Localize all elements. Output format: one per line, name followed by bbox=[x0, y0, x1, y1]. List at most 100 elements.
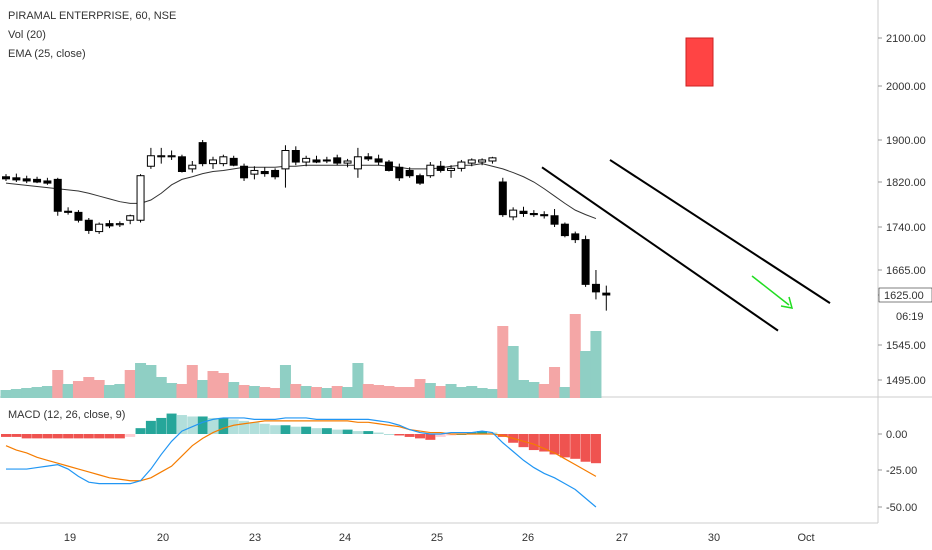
candle[interactable] bbox=[281, 150, 290, 170]
candle[interactable] bbox=[519, 210, 528, 214]
candle[interactable] bbox=[591, 283, 600, 293]
volume-bar bbox=[580, 351, 592, 398]
candle[interactable] bbox=[364, 156, 373, 160]
candle[interactable] bbox=[12, 177, 21, 181]
price-tick-label: 1820.00 bbox=[886, 177, 926, 189]
candle[interactable] bbox=[405, 169, 414, 177]
candle[interactable] bbox=[560, 223, 569, 237]
volume-bar bbox=[41, 386, 53, 398]
candle[interactable] bbox=[426, 164, 435, 177]
volume-bar bbox=[549, 367, 561, 398]
candle[interactable] bbox=[488, 157, 497, 162]
candle[interactable] bbox=[498, 181, 507, 216]
macd-histogram-bar bbox=[321, 428, 332, 434]
last-price-badge: 1625.00 bbox=[878, 287, 932, 303]
candle[interactable] bbox=[529, 213, 538, 216]
candle[interactable] bbox=[53, 178, 62, 212]
candle[interactable] bbox=[312, 159, 321, 163]
volume-bar bbox=[135, 363, 147, 398]
candle[interactable] bbox=[457, 161, 466, 169]
candle[interactable] bbox=[271, 169, 280, 178]
candle[interactable] bbox=[43, 180, 52, 184]
volume-bar bbox=[507, 346, 519, 398]
candle[interactable] bbox=[416, 175, 424, 184]
candle[interactable] bbox=[240, 165, 249, 179]
price-tick-label: 2100.00 bbox=[886, 33, 926, 45]
candle[interactable] bbox=[84, 219, 93, 231]
volume-bar bbox=[83, 377, 95, 398]
candle[interactable] bbox=[115, 223, 124, 226]
volume-bar bbox=[373, 385, 385, 398]
candle[interactable] bbox=[229, 157, 238, 166]
macd-histogram-bar bbox=[156, 417, 167, 434]
candle[interactable] bbox=[291, 150, 300, 163]
channel-upper-line[interactable] bbox=[609, 159, 831, 304]
macd-histogram-bar bbox=[32, 434, 43, 439]
candle[interactable] bbox=[509, 209, 518, 218]
candle[interactable] bbox=[188, 164, 197, 170]
candle[interactable] bbox=[353, 156, 362, 170]
macd-histogram-bar bbox=[301, 426, 312, 434]
candle[interactable] bbox=[74, 211, 83, 221]
macd-histogram-bar bbox=[270, 425, 281, 434]
candle[interactable] bbox=[467, 159, 476, 164]
candle[interactable] bbox=[209, 159, 217, 165]
annotation-layer[interactable] bbox=[541, 37, 831, 332]
candle[interactable] bbox=[105, 223, 114, 227]
candle[interactable] bbox=[95, 223, 104, 233]
macd-histogram-bar bbox=[539, 434, 550, 452]
candle[interactable] bbox=[126, 215, 135, 221]
macd-histogram-bar bbox=[332, 429, 343, 434]
macd-tick-label: -25.00 bbox=[886, 465, 917, 477]
down-arrow-annotation[interactable] bbox=[751, 275, 790, 306]
signal-line bbox=[5, 420, 597, 482]
candle[interactable] bbox=[198, 142, 207, 165]
candle[interactable] bbox=[33, 178, 42, 183]
candle[interactable] bbox=[64, 210, 73, 213]
candle[interactable] bbox=[571, 233, 580, 241]
red-box-annotation[interactable] bbox=[685, 37, 714, 87]
candle[interactable] bbox=[447, 167, 456, 171]
candle[interactable] bbox=[333, 157, 342, 164]
candle[interactable] bbox=[2, 176, 10, 180]
candle[interactable] bbox=[136, 175, 145, 221]
candle[interactable] bbox=[250, 169, 259, 175]
chart-title: PIRAMAL ENTERPRISE, 60, NSE bbox=[8, 10, 177, 22]
macd-histogram-bar bbox=[228, 419, 239, 434]
volume-bar bbox=[466, 386, 478, 398]
candle[interactable] bbox=[436, 165, 445, 171]
candle[interactable] bbox=[302, 157, 311, 163]
volume-layer bbox=[0, 314, 602, 398]
candles-layer[interactable] bbox=[2, 140, 611, 311]
candle[interactable] bbox=[260, 171, 269, 175]
volume-bar bbox=[404, 387, 416, 398]
candle[interactable] bbox=[478, 159, 487, 163]
candle[interactable] bbox=[540, 214, 549, 217]
candle[interactable] bbox=[22, 178, 31, 182]
candle[interactable] bbox=[550, 215, 559, 225]
volume-bar bbox=[248, 386, 260, 398]
candle[interactable] bbox=[581, 239, 590, 285]
candle[interactable] bbox=[322, 159, 331, 162]
channel-lower-line[interactable] bbox=[541, 166, 779, 332]
macd-histogram-bar bbox=[125, 434, 136, 437]
candle[interactable] bbox=[146, 155, 155, 167]
macd-histogram-bar bbox=[549, 434, 560, 455]
macd-histogram-bar bbox=[239, 420, 250, 434]
macd-histogram-bar bbox=[363, 431, 374, 434]
candle[interactable] bbox=[602, 292, 611, 296]
candle[interactable] bbox=[343, 160, 352, 164]
volume-bar bbox=[300, 386, 312, 398]
macd-histogram-bar bbox=[518, 434, 529, 448]
candle[interactable] bbox=[219, 156, 228, 165]
volume-bar bbox=[176, 384, 188, 398]
candle[interactable] bbox=[384, 161, 393, 171]
candle[interactable] bbox=[157, 155, 166, 158]
candle[interactable] bbox=[374, 158, 383, 163]
down-arrow-head bbox=[780, 296, 794, 309]
candle[interactable] bbox=[167, 155, 176, 158]
candle[interactable] bbox=[177, 156, 186, 173]
candle[interactable] bbox=[395, 166, 404, 179]
macd-histogram-bar bbox=[52, 434, 63, 439]
